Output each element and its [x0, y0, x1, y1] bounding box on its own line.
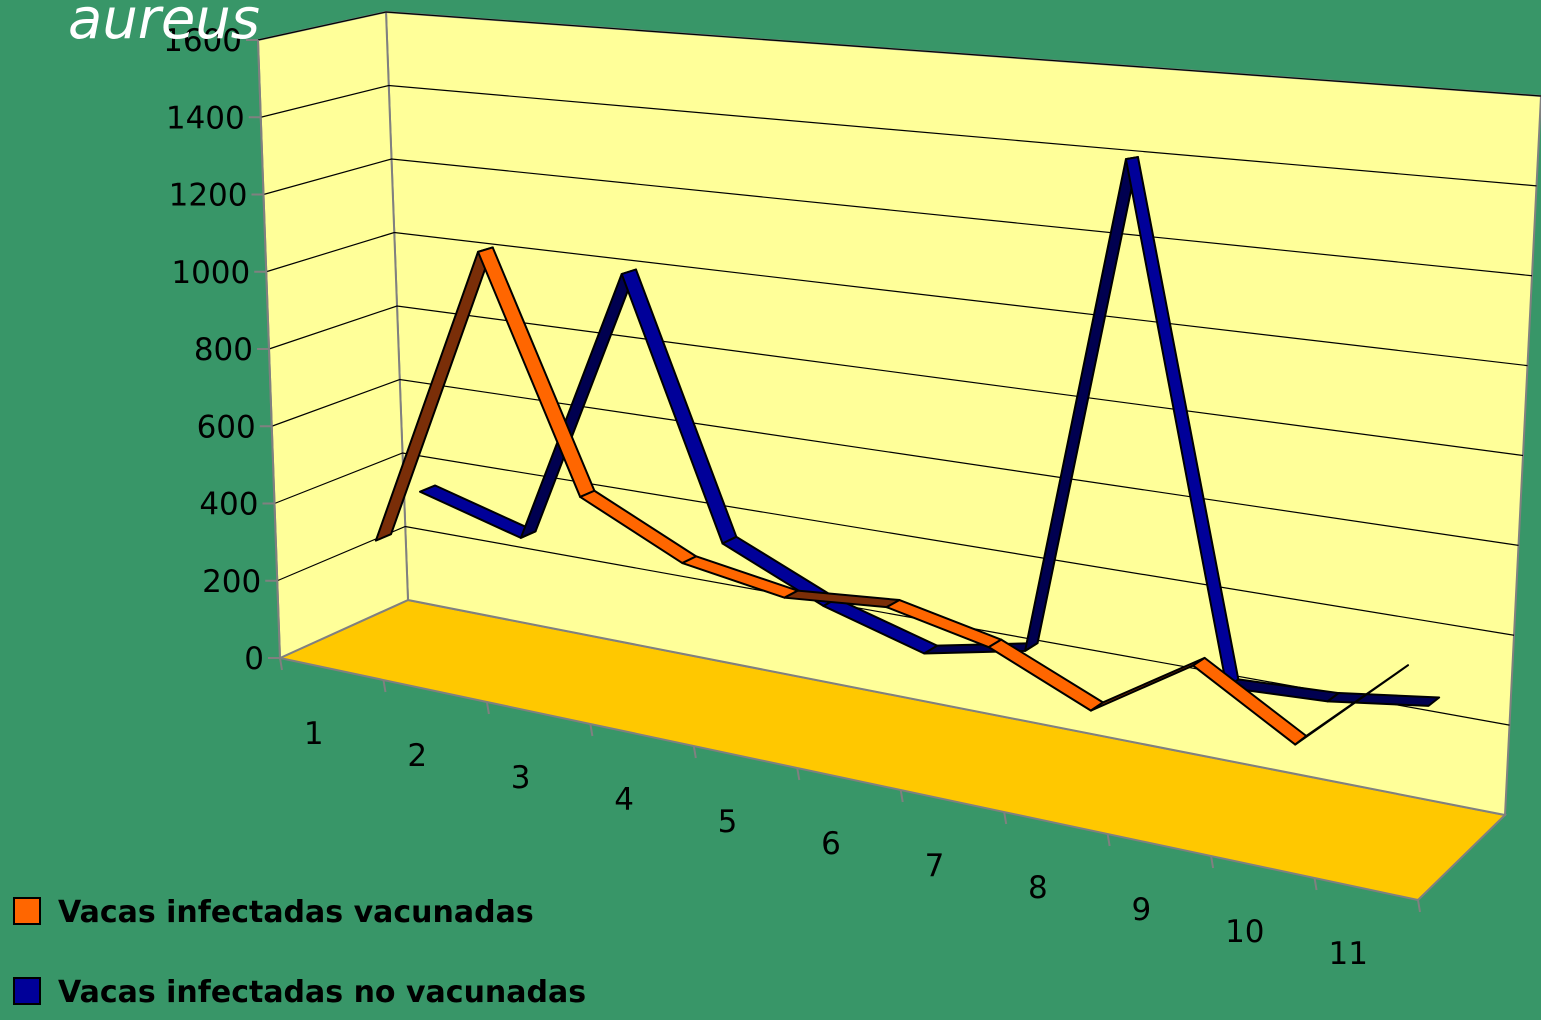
- y-tick-label: 1000: [171, 255, 250, 291]
- gridline: [268, 305, 1524, 457]
- x-tick-mark: [279, 657, 283, 671]
- x-tick-label: 1: [304, 716, 324, 752]
- x-tick-mark: [485, 701, 490, 715]
- x-tick-mark: [1003, 811, 1008, 825]
- y-tick-label: 200: [202, 564, 261, 600]
- x-tick-label: 6: [821, 826, 841, 862]
- y-tick-label: 1600: [163, 23, 242, 59]
- series-segment: [1294, 664, 1410, 746]
- y-tick-label: 400: [199, 487, 258, 523]
- x-tick-mark: [1106, 833, 1111, 847]
- x-tick-label: 8: [1028, 870, 1048, 906]
- legend-item: Vacas infectadas vacunadas: [13, 895, 534, 930]
- x-tick-label: 9: [1131, 892, 1151, 928]
- legend: Vacas infectadas vacunadas Vacas infectad…: [13, 895, 586, 1010]
- y-tick-label: 800: [194, 332, 253, 368]
- x-tick-mark: [589, 723, 594, 737]
- x-tick-mark: [899, 789, 904, 803]
- gridline: [271, 378, 1519, 546]
- x-tick-label: 5: [718, 804, 738, 840]
- x-tick-mark: [692, 745, 697, 759]
- series-no-vacunadas: [419, 156, 1441, 707]
- x-tick-mark: [796, 767, 801, 781]
- x-tick-mark: [1210, 855, 1215, 869]
- x-tick-label: 2: [407, 738, 427, 774]
- chart-walls: [256, 10, 1541, 817]
- y-axis: 0 200 400 600 800 1000 1200 1400 1600: [163, 23, 281, 677]
- legend-item: Vacas infectadas no vacunadas: [13, 975, 586, 1010]
- legend-label: Vacas infectadas no vacunadas: [58, 975, 586, 1010]
- x-tick-mark: [382, 679, 387, 693]
- x-tick-label: 11: [1329, 936, 1368, 972]
- series-segment: [1326, 692, 1441, 707]
- chart-title-fragment: aureus: [68, 0, 260, 52]
- x-tick-mark: [1417, 899, 1421, 913]
- y-tick-label: 1400: [166, 100, 245, 136]
- legend-swatch: [13, 977, 41, 1005]
- series-vacunadas: [374, 246, 1410, 746]
- y-tick-label: 0: [244, 641, 264, 677]
- gridline: [274, 452, 1515, 636]
- y-tick-label: 600: [197, 409, 256, 445]
- x-tick-label: 4: [614, 782, 634, 818]
- y-tick-label: 1200: [169, 178, 248, 214]
- chart-series: [374, 156, 1441, 746]
- gridline: [277, 525, 1510, 726]
- x-tick-label: 10: [1225, 914, 1264, 950]
- legend-swatch: [13, 897, 41, 925]
- x-tick-label: 7: [925, 848, 945, 884]
- gridline: [266, 231, 1528, 367]
- x-tick-mark: [1313, 877, 1318, 891]
- legend-label: Vacas infectadas vacunadas: [58, 895, 534, 930]
- x-axis: 1 2 3 4 5 6 7 8 9 10 11: [279, 657, 1421, 972]
- gridline: [260, 84, 1537, 187]
- gridline: [257, 11, 1541, 97]
- side-wall: [256, 10, 410, 660]
- x-tick-label: 3: [511, 760, 531, 796]
